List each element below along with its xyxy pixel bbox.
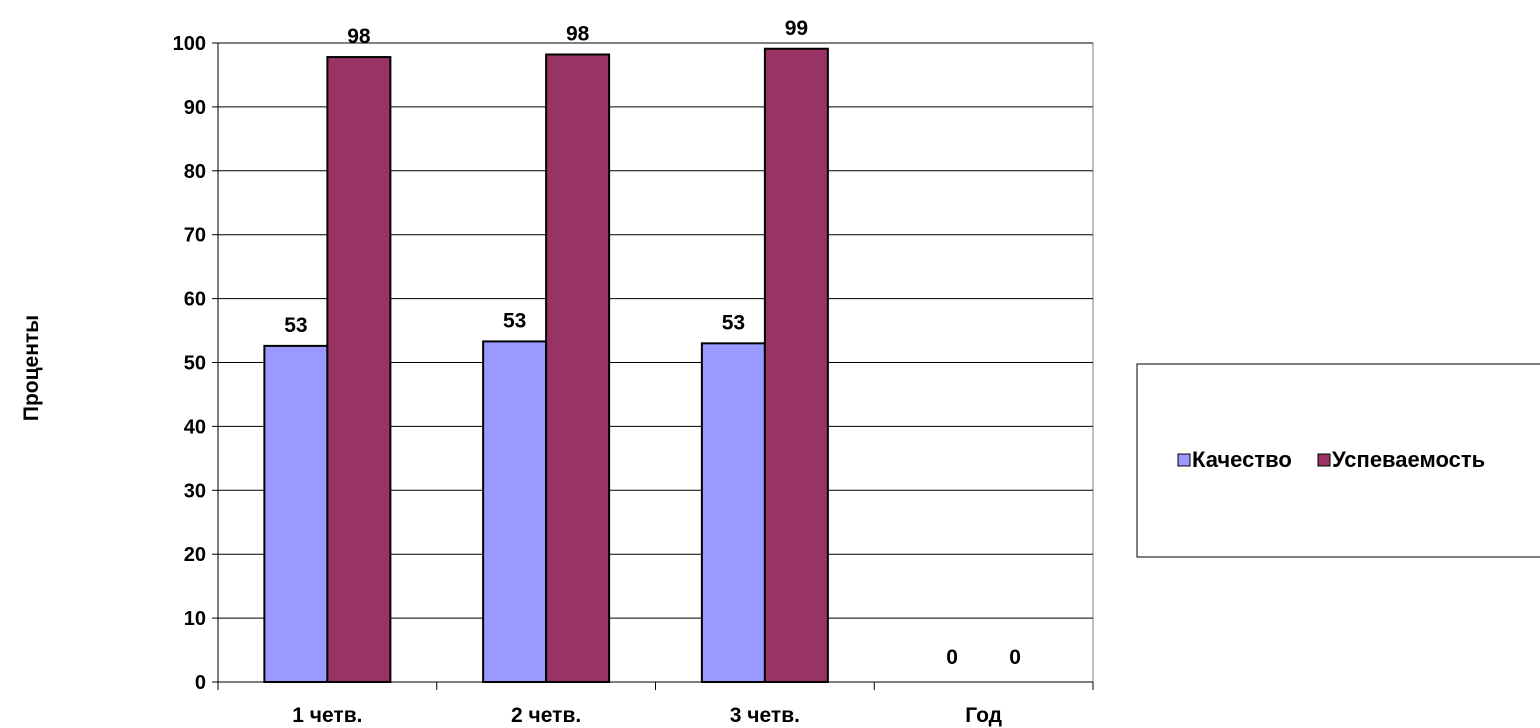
x-tick-label: 1 четв. (292, 704, 362, 727)
data-labels: 53 98 53 98 53 99 0 0 (284, 17, 1021, 669)
bar-quality (263, 344, 329, 683)
y-tick-label: 10 (184, 608, 206, 630)
x-tick-label: 2 четв. (511, 704, 581, 727)
legend-box (1136, 363, 1540, 558)
data-label: 98 (566, 23, 590, 46)
bar-progress (763, 47, 829, 684)
y-tick-label: 40 (184, 416, 206, 438)
axes: 0 10 20 30 40 50 60 70 80 90 100 1 четв. 2 четв. 3 че… (173, 33, 1094, 727)
data-label: 99 (785, 17, 808, 40)
data-label: 0 (946, 646, 958, 669)
y-axis-title: Проценты (20, 315, 43, 421)
bar-quality (700, 342, 766, 683)
y-tick-label: 60 (184, 289, 206, 311)
y-tick-label: 70 (184, 225, 206, 247)
data-label: 53 (722, 311, 745, 334)
y-tick-label: 20 (184, 544, 206, 566)
legend-swatch (1177, 453, 1191, 467)
y-tick-label: 80 (184, 161, 206, 183)
data-label: 0 (1009, 646, 1021, 669)
y-tick-label: 30 (184, 480, 206, 502)
bar-progress (326, 56, 392, 684)
data-label: 98 (347, 25, 371, 48)
x-tick-label: Год (965, 704, 1002, 727)
legend-label: Качество (1192, 447, 1292, 472)
bars (263, 47, 829, 684)
legend-label: Успеваемость (1332, 447, 1485, 472)
y-tick-label: 90 (184, 97, 206, 119)
y-tick-label: 0 (195, 672, 206, 694)
x-tick-label: 3 четв. (730, 704, 800, 727)
data-label: 53 (503, 309, 526, 332)
legend: Качество Успеваемость (1136, 363, 1540, 558)
y-tick-label: 50 (184, 353, 206, 375)
y-tick-label: 100 (173, 33, 206, 55)
bar-progress (545, 53, 611, 683)
legend-swatch (1317, 453, 1331, 467)
data-label: 53 (284, 314, 307, 337)
bar-quality (482, 340, 548, 683)
